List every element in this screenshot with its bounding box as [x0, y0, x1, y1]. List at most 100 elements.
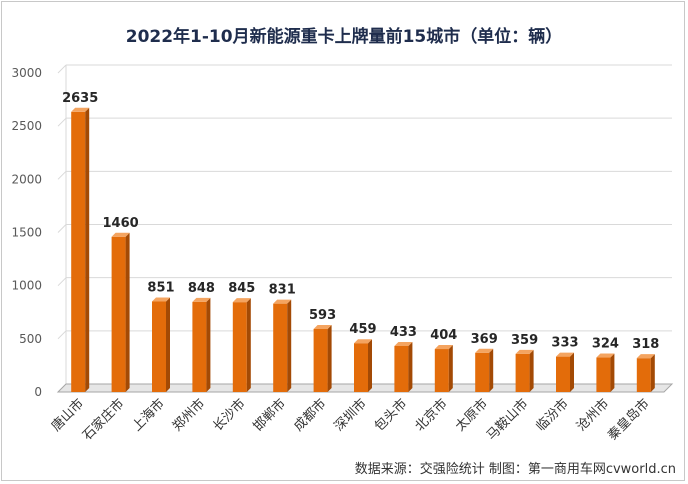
bar-front — [192, 301, 207, 392]
data-label: 2635 — [62, 91, 98, 106]
x-tick-label: 上海市 — [129, 396, 168, 435]
x-tick-label: 沧州市 — [573, 396, 612, 435]
bar-front — [636, 358, 651, 392]
bar — [71, 107, 90, 392]
bar-front — [475, 352, 490, 392]
x-tick-label: 成都市 — [291, 396, 330, 435]
data-labels: 2635 1460 851 848 845 831 593 459 433 404 369 359 33… — [62, 91, 659, 352]
bar-top — [596, 353, 615, 358]
bar-front — [354, 343, 368, 392]
y-tick-label: 2000 — [11, 172, 42, 186]
bar-top — [192, 297, 211, 302]
bar-top — [273, 299, 292, 304]
y-tick-label: 500 — [19, 332, 42, 346]
data-label: 459 — [349, 322, 376, 337]
bar-side — [368, 339, 372, 392]
x-tick-label: 石家庄市 — [79, 396, 127, 444]
gridline-side — [57, 64, 67, 74]
bar — [232, 298, 251, 392]
y-tick-label: 1500 — [11, 226, 42, 240]
bar — [596, 353, 615, 392]
x-tick-label: 唐山市 — [48, 396, 87, 435]
gridline-side — [57, 170, 67, 180]
y-axis-ticks: 0 500 1000 1500 2000 2500 3000 — [11, 66, 42, 399]
x-tick-label: 深圳市 — [331, 396, 370, 435]
bar — [192, 297, 211, 392]
x-tick-label: 临汾市 — [533, 396, 572, 435]
x-tick-label: 长沙市 — [210, 396, 249, 435]
y-tick-label: 2500 — [11, 119, 42, 133]
bar-front — [71, 111, 86, 392]
data-label: 1460 — [103, 216, 139, 231]
bar — [556, 352, 574, 392]
data-label: 333 — [551, 336, 578, 351]
gridline-side — [57, 224, 67, 233]
bar-side — [650, 354, 655, 392]
data-label: 851 — [147, 281, 174, 296]
bar-front — [232, 302, 247, 392]
x-tick-label: 太原市 — [452, 396, 491, 435]
data-label: 831 — [269, 283, 296, 298]
bar-top — [71, 107, 90, 112]
bar-top — [556, 352, 574, 357]
y-tick-label: 3000 — [11, 66, 42, 80]
data-label: 324 — [592, 337, 619, 352]
bar-top — [394, 341, 413, 346]
bar-side — [85, 107, 90, 392]
y-tick-label: 0 — [34, 385, 42, 399]
bar-top — [434, 345, 453, 350]
x-tick-label: 郑州市 — [169, 396, 208, 435]
bar-top — [232, 298, 251, 303]
bar-front — [394, 345, 409, 392]
gridline-side — [57, 277, 67, 287]
bar-front — [111, 236, 126, 392]
bar-front — [596, 357, 611, 392]
data-label: 593 — [309, 308, 336, 323]
gridline-side — [57, 117, 67, 127]
bar-top — [636, 354, 655, 359]
bar — [475, 348, 494, 392]
bar-side — [489, 348, 494, 392]
chart-title: 2022年1-10月新能源重卡上牌量前15城市（单位：辆） — [125, 27, 563, 47]
bar — [111, 232, 130, 392]
bar-side — [166, 297, 170, 392]
bar-side — [408, 341, 413, 392]
bar — [313, 324, 332, 392]
bar-side — [125, 232, 130, 392]
data-label: 404 — [430, 328, 457, 343]
bar-top — [152, 297, 170, 302]
bar-top — [515, 349, 534, 354]
bar — [273, 299, 292, 392]
bar-top — [475, 348, 494, 353]
bar-front — [434, 349, 449, 392]
x-tick-label: 北京市 — [412, 396, 451, 435]
x-tick-label: 秦皇岛市 — [605, 396, 653, 444]
bar-top — [354, 339, 372, 344]
bar-front — [273, 303, 288, 392]
bar — [152, 297, 170, 392]
bar-side — [570, 352, 574, 392]
x-tick-label: 包头市 — [371, 396, 410, 435]
data-label: 359 — [511, 333, 538, 348]
bar — [636, 354, 655, 392]
data-label: 369 — [471, 332, 498, 347]
bar — [515, 349, 534, 392]
bar-side — [529, 349, 534, 392]
data-label: 845 — [228, 281, 255, 296]
x-tick-label: 邯郸市 — [250, 396, 289, 435]
bar-top — [313, 324, 332, 329]
data-label: 848 — [188, 281, 215, 296]
bars — [71, 107, 655, 392]
bar-side — [610, 353, 615, 392]
bar-top — [111, 232, 130, 237]
bar-side — [246, 298, 251, 392]
x-tick-label: 马鞍山市 — [483, 396, 531, 444]
bar-side — [448, 345, 453, 392]
bar-front — [515, 353, 530, 392]
bar-front — [556, 356, 570, 392]
bar-front — [152, 301, 166, 392]
gridline-side — [57, 330, 67, 340]
bar-side — [327, 324, 332, 392]
data-label: 318 — [632, 337, 659, 352]
